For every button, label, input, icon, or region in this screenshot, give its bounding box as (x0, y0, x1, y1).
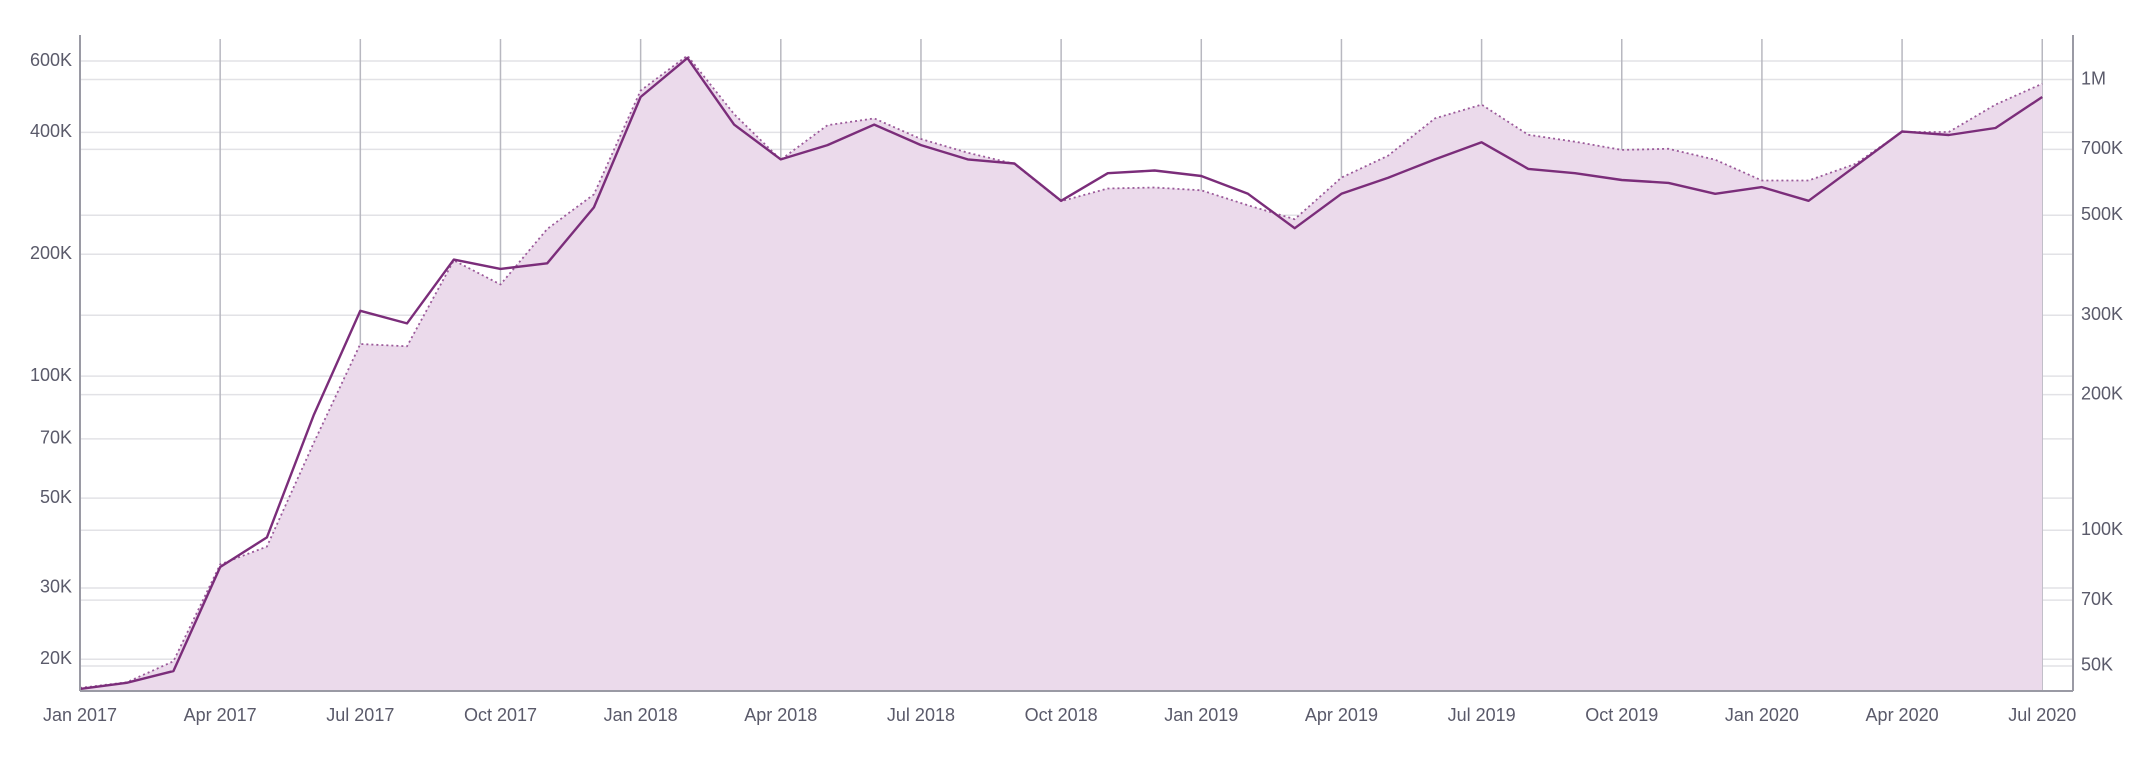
x-tick-label: Jan 2019 (1164, 705, 1238, 725)
x-tick-label: Oct 2017 (464, 705, 537, 725)
x-tick-label: Apr 2020 (1866, 705, 1939, 725)
y-tick-label: 30K (40, 577, 72, 597)
y2-tick-label: 500K (2081, 204, 2123, 224)
y-tick-label: 400K (30, 121, 72, 141)
x-tick-label: Jul 2017 (326, 705, 394, 725)
x-tick-label: Oct 2018 (1025, 705, 1098, 725)
y-tick-label: 70K (40, 428, 72, 448)
x-tick-label: Apr 2018 (744, 705, 817, 725)
y2-tick-label: 300K (2081, 304, 2123, 324)
x-tick-label: Jul 2018 (887, 705, 955, 725)
y-tick-label: 100K (30, 365, 72, 385)
x-tick-label: Jul 2019 (1448, 705, 1516, 725)
y2-tick-label: 200K (2081, 383, 2123, 403)
x-tick-label: Jan 2018 (604, 705, 678, 725)
x-tick-label: Apr 2019 (1305, 705, 1378, 725)
x-tick-label: Jan 2020 (1725, 705, 1799, 725)
x-tick-label: Oct 2019 (1585, 705, 1658, 725)
x-tick-label: Jul 2020 (2008, 705, 2076, 725)
y2-tick-label: 50K (2081, 655, 2113, 675)
area (80, 55, 2043, 692)
y2-tick-label: 100K (2081, 519, 2123, 539)
series-line (79, 56, 2043, 691)
y-tick-label: 600K (30, 50, 72, 70)
x-tick-label: Apr 2017 (184, 705, 257, 725)
y-tick-label: 50K (40, 487, 72, 507)
y-tick-label: 20K (40, 648, 72, 668)
y2-tick-label: 70K (2081, 589, 2113, 609)
y2-tick-label: 1M (2081, 68, 2106, 88)
y-tick-label: 200K (30, 243, 72, 263)
x-tick-label: Jan 2017 (43, 705, 117, 725)
y2-tick-label: 700K (2081, 138, 2123, 158)
